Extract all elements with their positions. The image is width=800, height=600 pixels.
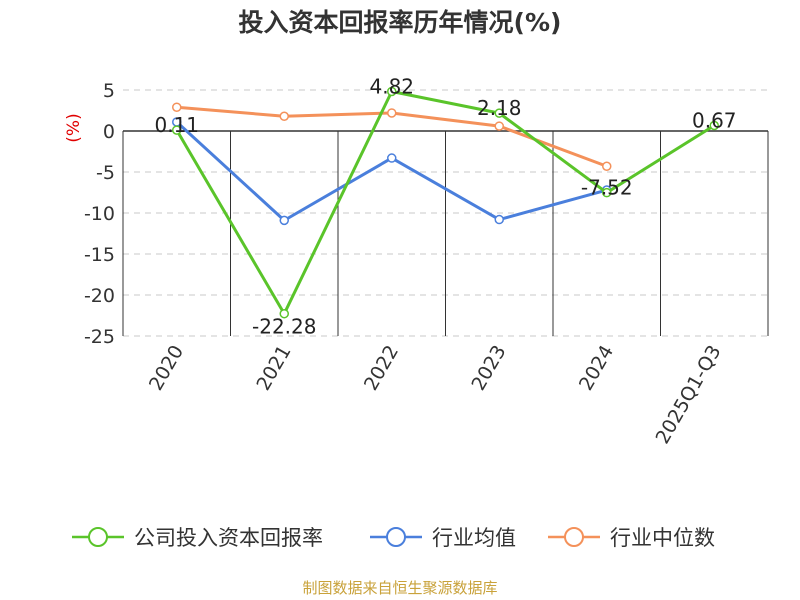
data-point <box>494 108 504 118</box>
y-tick-label: -25 <box>84 326 115 348</box>
series-lines <box>172 86 719 319</box>
data-label: 0.11 <box>154 113 199 137</box>
data-point <box>602 161 612 172</box>
x-tick-label: 2024 <box>575 342 618 395</box>
y-tick-label: -10 <box>84 203 115 225</box>
data-point <box>709 120 719 131</box>
series-1 <box>172 117 612 226</box>
legend: 公司投入资本回报率 行业均值 行业中位数 <box>72 526 715 550</box>
legend-label: 行业中位数 <box>610 526 715 550</box>
data-point <box>387 86 397 97</box>
data-point <box>494 121 504 131</box>
legend-marker <box>88 527 108 547</box>
y-tick-label: 0 <box>103 121 115 143</box>
legend-label: 公司投入资本回报率 <box>134 526 323 550</box>
legend-item-0: 公司投入资本回报率 <box>72 526 323 550</box>
y-tick-label: -20 <box>84 285 115 307</box>
x-tick-label: 2023 <box>467 342 510 395</box>
data-label: 2.18 <box>477 96 522 120</box>
legend-marker <box>564 527 584 547</box>
data-point <box>172 102 182 112</box>
data-label: 4.82 <box>369 74 414 98</box>
y-axis-unit-label: (%) <box>64 113 84 142</box>
data-point <box>172 125 182 135</box>
data-point <box>279 308 289 319</box>
legend-marker <box>386 527 406 547</box>
x-tick-label: 2022 <box>360 342 403 395</box>
series-line <box>175 120 608 222</box>
data-point <box>387 108 397 118</box>
data-labels: 0.11 -22.28 4.82 2.18 -7.52 0.67 <box>154 74 736 338</box>
data-point <box>279 215 289 226</box>
data-point <box>602 187 612 198</box>
data-label: -22.28 <box>252 315 316 339</box>
y-tick-label: 5 <box>103 80 115 102</box>
data-point <box>494 214 504 225</box>
data-label: -7.52 <box>581 176 633 200</box>
x-tick-label: 2021 <box>252 342 295 395</box>
data-point <box>279 111 289 121</box>
series-line <box>175 89 716 316</box>
source-note: 制图数据来自恒生聚源数据库 <box>302 579 497 597</box>
x-axis: 2020 2021 2022 2023 2024 2025Q1-Q3 <box>122 130 769 448</box>
data-label: 0.67 <box>692 109 737 133</box>
series-0 <box>172 86 719 319</box>
x-tick-label: 2025Q1-Q3 <box>652 342 726 448</box>
data-point <box>387 153 397 163</box>
y-axis-ticks: 5 0 -5 -10 -15 -20 -25 <box>84 80 115 348</box>
legend-label: 行业均值 <box>432 526 516 550</box>
legend-item-2: 行业中位数 <box>548 526 715 550</box>
y-tick-label: -5 <box>96 162 115 184</box>
x-tick-label: 2020 <box>145 342 188 395</box>
y-tick-label: -15 <box>84 244 115 266</box>
legend-item-1: 行业均值 <box>370 526 516 550</box>
chart-title: 投入资本回报率历年情况(%) <box>239 8 562 37</box>
